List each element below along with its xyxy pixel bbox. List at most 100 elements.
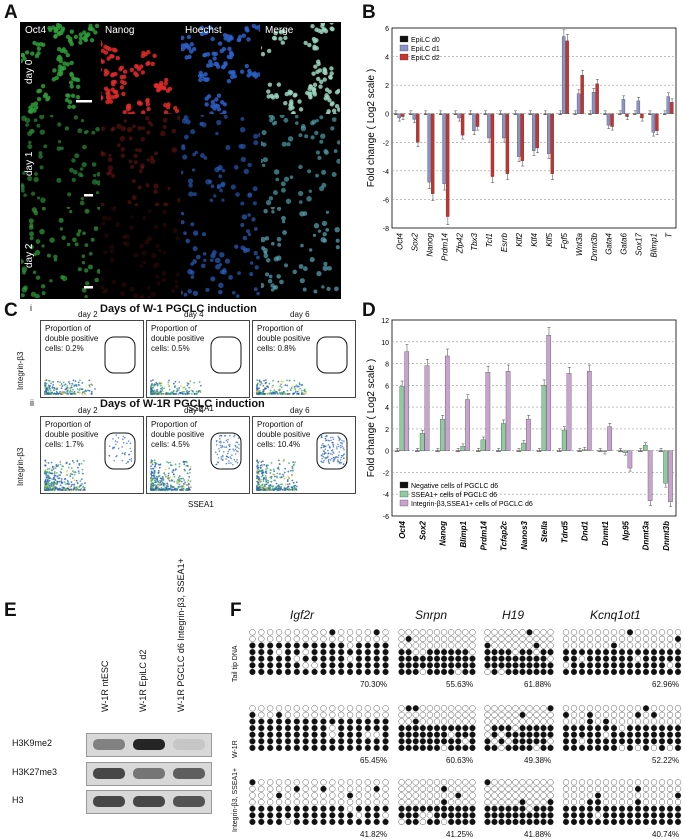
micrograph-image — [261, 23, 340, 114]
y-tick-label: 10 — [381, 340, 389, 347]
cpg-circles — [398, 778, 476, 830]
bar — [670, 102, 673, 113]
bar — [496, 451, 500, 452]
gate-outline — [105, 337, 135, 373]
bar — [598, 451, 602, 452]
proportion-text: Proportion of double positive cells: 10.… — [257, 420, 319, 450]
bar — [659, 451, 663, 452]
methylation-percent: 49.38% — [524, 756, 551, 765]
lane-label: W-1R EpiLC d2 — [138, 602, 148, 712]
micrograph-tile — [100, 206, 181, 299]
bar — [445, 356, 449, 451]
bar — [640, 114, 643, 118]
bar — [409, 114, 412, 115]
category-label: Dnmt3a — [642, 520, 651, 550]
row-label: day 1 — [24, 152, 35, 176]
category-label: Prdm14 — [479, 520, 488, 550]
legend-swatch — [400, 491, 408, 497]
bar — [542, 385, 546, 450]
bar — [596, 84, 599, 114]
bar — [413, 114, 416, 120]
bar — [461, 446, 465, 450]
bar — [425, 366, 429, 451]
bar — [592, 92, 595, 113]
bar — [476, 451, 480, 452]
column-label: Nanog — [105, 25, 134, 36]
bar — [567, 373, 571, 450]
bar — [484, 114, 487, 115]
row-label: day 0 — [24, 60, 35, 84]
cpg-circles — [484, 628, 554, 680]
bar — [581, 75, 584, 114]
bar — [655, 114, 658, 131]
cpg-circles — [484, 704, 554, 756]
bar — [420, 433, 424, 450]
methylation-percent: 60.63% — [446, 756, 473, 765]
bar — [491, 114, 494, 177]
cpg-circles — [562, 628, 682, 680]
methylation-percent: 52.22% — [652, 756, 679, 765]
legend-swatch — [400, 482, 408, 488]
proportion-text: Proportion of double positive cells: 0.2… — [45, 324, 107, 354]
bar — [668, 451, 672, 502]
bar — [582, 450, 586, 451]
category-label: Tcl1 — [485, 233, 494, 247]
bar — [465, 399, 469, 450]
bar — [415, 451, 419, 452]
category-label: T — [665, 232, 674, 238]
group-label: W-1R — [232, 698, 239, 758]
methylation-percent: 61.88% — [524, 680, 551, 689]
blot-strip — [86, 790, 212, 814]
cpg-circles — [398, 704, 476, 756]
bar — [431, 114, 434, 194]
bar — [486, 372, 490, 450]
micrograph-tile: Nanog — [100, 22, 181, 115]
bar — [536, 114, 539, 148]
y-tick-label: 12 — [381, 318, 389, 325]
cpg-circles — [398, 628, 476, 680]
legend-entry: Integrin-β3,SSEA1+ cells of PGCLC d6 — [411, 501, 533, 508]
methylation-percent: 55.63% — [446, 680, 473, 689]
bar — [506, 114, 509, 174]
bar — [559, 114, 562, 115]
bar — [544, 114, 547, 115]
bar — [487, 114, 490, 138]
flow-plot: Proportion of double positive cells: 1.7… — [40, 416, 144, 494]
bar — [623, 451, 627, 453]
bar — [648, 114, 651, 115]
micrograph-image — [181, 23, 260, 114]
y-tick-label: -4 — [383, 169, 389, 176]
bar — [537, 451, 541, 452]
legend-entry: Negative cells of PGCLC d6 — [411, 483, 498, 490]
methylation-percent: 62.96% — [652, 680, 679, 689]
y-axis-label: Integrin-β3 — [16, 448, 25, 486]
category-label: Oct4 — [398, 520, 407, 538]
flow-plot: Proportion of double positive cells: 0.2… — [40, 320, 144, 398]
bar — [521, 114, 524, 161]
bar — [557, 451, 561, 452]
panel-a-label: A — [4, 2, 18, 24]
category-label: Dnd1 — [581, 520, 590, 541]
panel-c-ii-num: ii — [30, 398, 34, 408]
bar — [547, 335, 551, 450]
category-label: Nanog — [439, 521, 448, 546]
blot-band — [173, 739, 205, 750]
blot-band — [93, 768, 125, 779]
category-label: Dnmt1 — [601, 520, 610, 545]
proportion-text: Proportion of double positive cells: 4.5… — [151, 420, 213, 450]
cpg-circles — [562, 778, 682, 830]
bar — [562, 37, 565, 114]
column-label: Oct4 — [25, 25, 46, 36]
group-label: Tail tip DNA — [232, 622, 239, 682]
day-label: day 2 — [78, 310, 98, 319]
bar — [663, 114, 666, 115]
row-label: day 2 — [24, 244, 35, 268]
blot-row-label: H3K9me2 — [12, 738, 52, 748]
bar — [562, 430, 566, 451]
bar — [588, 114, 591, 115]
blot-band — [93, 796, 125, 807]
category-label: Zfp42 — [455, 232, 464, 254]
blot-strip — [86, 762, 212, 786]
category-label: Tbx3 — [470, 232, 479, 250]
